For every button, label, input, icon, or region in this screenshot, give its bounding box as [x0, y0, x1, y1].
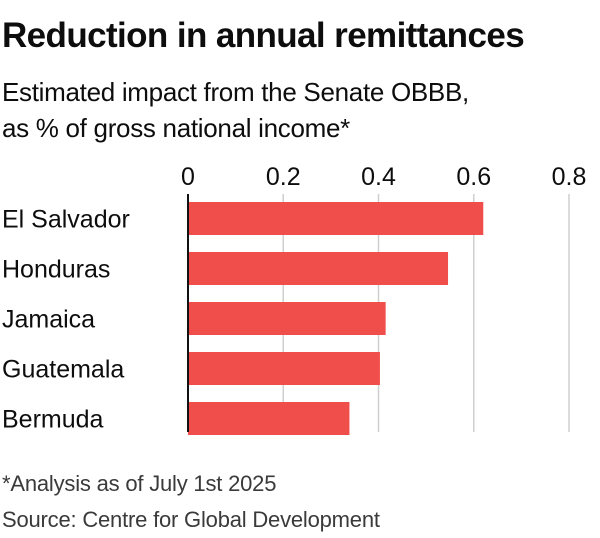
subtitle-line-2: as % of gross national income*	[2, 113, 350, 143]
bar-2	[188, 302, 386, 335]
bar-4	[188, 402, 350, 435]
bar-0	[188, 202, 484, 235]
footnote-text: *Analysis as of July 1st 2025	[2, 471, 277, 496]
x-tick-label-4: 0.8	[552, 163, 587, 191]
subtitle-line-1: Estimated impact from the Senate OBBB,	[2, 77, 469, 107]
chart-title: Reduction in annual remittances	[2, 16, 525, 55]
category-label-2: Jamaica	[2, 306, 95, 334]
x-tick-label-1: 0.2	[266, 163, 301, 191]
x-tick-label-2: 0.4	[361, 163, 396, 191]
category-label-3: Guatemala	[2, 356, 124, 384]
source-text: Source: Centre for Global Development	[2, 507, 380, 532]
category-label-4: Bermuda	[2, 406, 104, 434]
x-tick-label-0: 0	[181, 163, 195, 191]
chart-subtitle: Estimated impact from the Senate OBBB, a…	[2, 74, 469, 146]
category-label-1: Honduras	[2, 256, 110, 284]
footnote-block: *Analysis as of July 1st 2025 Source: Ce…	[2, 466, 380, 538]
category-label-0: El Salvador	[2, 206, 130, 234]
bar-3	[188, 352, 380, 385]
x-tick-label-3: 0.6	[456, 163, 491, 191]
bar-1	[188, 252, 449, 285]
